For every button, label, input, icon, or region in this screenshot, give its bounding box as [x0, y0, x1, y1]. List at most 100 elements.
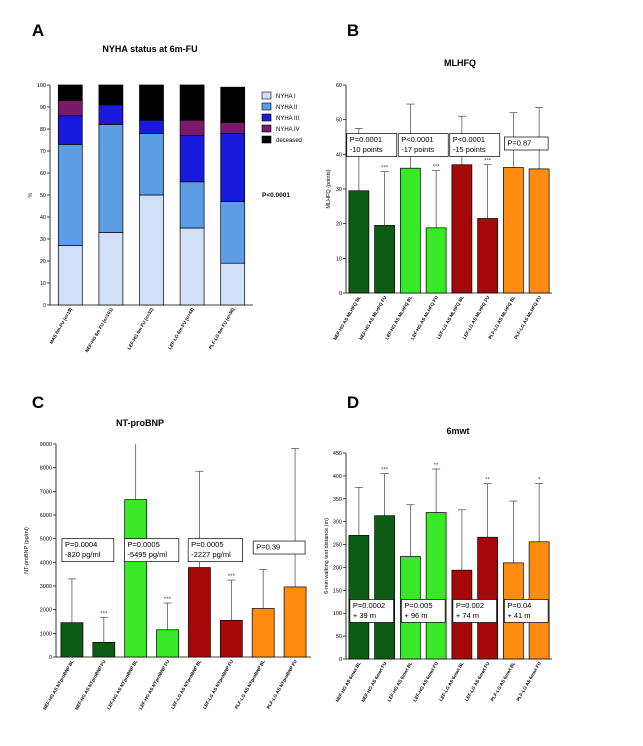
y-tick-label: 1000: [40, 631, 52, 637]
annotation-text: -820 pg/ml: [65, 550, 101, 559]
stacked-bar-segment: [179, 181, 205, 229]
x-tick-label: LEF-HG AS NTproBNP FU: [138, 658, 171, 710]
x-tick-label: LEF-HG AS NTproBNP BL: [106, 659, 139, 711]
annotation-text: P=0.04: [507, 601, 531, 610]
bar: [219, 619, 243, 658]
annotation-text: -2227 pg/ml: [191, 550, 231, 559]
legend-swatch: [261, 135, 272, 144]
bar: [92, 641, 116, 658]
annotation-text: + 96 m: [404, 611, 427, 620]
significance-stars: ***: [164, 597, 172, 603]
y-tick-label: 0: [43, 303, 46, 309]
x-tick-label: LEF-LG AS NTproBNP FU: [202, 658, 235, 709]
x-tick-label: PLF-LG AS NTproBNP BL: [234, 659, 266, 710]
significance-stars: **: [485, 478, 490, 484]
stacked-bar-segment: [220, 86, 246, 123]
chart-title: NYHA status at 6m-FU: [102, 44, 197, 54]
panel-letter: D: [347, 393, 359, 412]
legend-label: NYHA III: [276, 116, 299, 122]
stacked-bar-segment: [139, 84, 164, 121]
x-tick-label: LEF-LG 6m-FU (n=43): [167, 307, 195, 351]
y-tick-label: 50: [40, 193, 46, 199]
bar: [477, 218, 498, 294]
stacked-bar-segment: [220, 201, 246, 264]
y-tick-label: 20: [336, 222, 342, 228]
y-tick-label: 80: [40, 127, 46, 133]
panel-letter: A: [32, 21, 44, 40]
chart-title: 6mwt: [446, 426, 469, 436]
x-tick-label: PLF-LG AS MLHFQ FU: [513, 294, 542, 340]
x-tick-label: NEF-HG AS NTproBNP FU: [74, 658, 107, 710]
y-tick-label: 30: [336, 187, 342, 193]
y-tick-label: 2000: [40, 608, 52, 614]
annotation-text: -5495 pg/ml: [127, 550, 167, 559]
bar: [400, 167, 421, 294]
y-tick-label: 40: [336, 152, 342, 158]
annotation-text: P<0.0001: [401, 135, 433, 144]
bar: [425, 227, 447, 294]
stacked-bar-segment: [98, 124, 124, 233]
x-tick-label: LEF-LG AS MLHFQ BL: [436, 295, 465, 340]
stacked-bar-segment: [179, 227, 205, 306]
stacked-bar-segment: [57, 144, 83, 246]
x-tick-label: LEF-HG AS MLHFQ FU: [410, 294, 439, 340]
y-tick-label: 30: [40, 237, 46, 243]
annotation-box: [504, 599, 549, 623]
legend-swatch: [261, 91, 272, 100]
annotation-box: [349, 599, 394, 623]
bar: [348, 190, 370, 294]
y-tick-label: 70: [40, 149, 46, 155]
x-tick-label: NEF-HG AS MLHFQ FU: [358, 294, 388, 340]
annotation-text: P=0.0002: [353, 601, 385, 610]
bar: [156, 629, 179, 658]
bar: [477, 536, 498, 660]
annotation-text: P=0.0001: [350, 135, 382, 144]
annotation-text: P=0.002: [456, 601, 484, 610]
annotation-text: + 39 m: [353, 611, 376, 620]
y-tick-label: 7000: [40, 489, 52, 495]
legend-swatch: [261, 102, 272, 111]
stacked-bar-segment: [139, 194, 164, 306]
stacked-bar-segment: [139, 119, 164, 134]
panel-c-ntprobnp-chart: C NT-proBNP 0 1000 2000 3000 4000 5000 6000 7000 8…: [24, 393, 311, 711]
y-tick-label: 60: [40, 171, 46, 177]
significance-stars: ***: [381, 468, 389, 474]
y-tick-label: 40: [40, 215, 46, 221]
y-tick-label: 10: [336, 256, 342, 262]
bar: [188, 567, 211, 658]
bar: [60, 622, 84, 658]
stacked-bar-segment: [98, 232, 124, 306]
bar: [503, 167, 524, 294]
y-tick-label: 0: [339, 291, 342, 297]
x-tick-label: PLF-LG 6m FU (n=36): [208, 307, 236, 350]
stacked-bar-segment: [57, 100, 83, 117]
y-tick-label: 250: [333, 543, 342, 549]
x-tick-label: LEF-HG AS 6mwt FU: [412, 660, 439, 702]
stacked-bar-segment: [139, 133, 164, 196]
y-tick-label: 350: [333, 497, 342, 503]
y-tick-label: 0: [339, 657, 342, 663]
annotation-text: + 74 m: [456, 611, 479, 620]
annotation-text: P=0.005: [404, 601, 432, 610]
significance-stars: ***: [433, 165, 441, 171]
y-tick-label: 3000: [40, 584, 52, 590]
bar: [374, 515, 395, 660]
y-tick-label: 150: [333, 588, 342, 594]
y-tick-label: 400: [333, 474, 342, 480]
annotation-text: -17 points: [401, 145, 434, 154]
legend-label: NYHA I: [276, 94, 296, 100]
annotation-text: P<0.0001: [453, 135, 485, 144]
x-tick-label: PLF-LG AS MLHFQ BL: [487, 295, 516, 340]
significance-stars: ***: [381, 166, 389, 172]
annotation-text: -10 points: [350, 145, 383, 154]
x-tick-label: PLF-LG AS 6mwt FU: [515, 660, 542, 702]
annotation-box: [504, 136, 549, 151]
y-tick-label: 8000: [40, 466, 52, 472]
stacked-bar-segment: [57, 115, 83, 145]
annotation-text: -15 points: [453, 145, 486, 154]
x-tick-label: NEF-HG AS MLHFQ BL: [332, 295, 361, 341]
y-tick-label: 20: [40, 259, 46, 265]
y-tick-label: 5000: [40, 537, 52, 543]
stacked-bar-segment: [57, 245, 83, 306]
